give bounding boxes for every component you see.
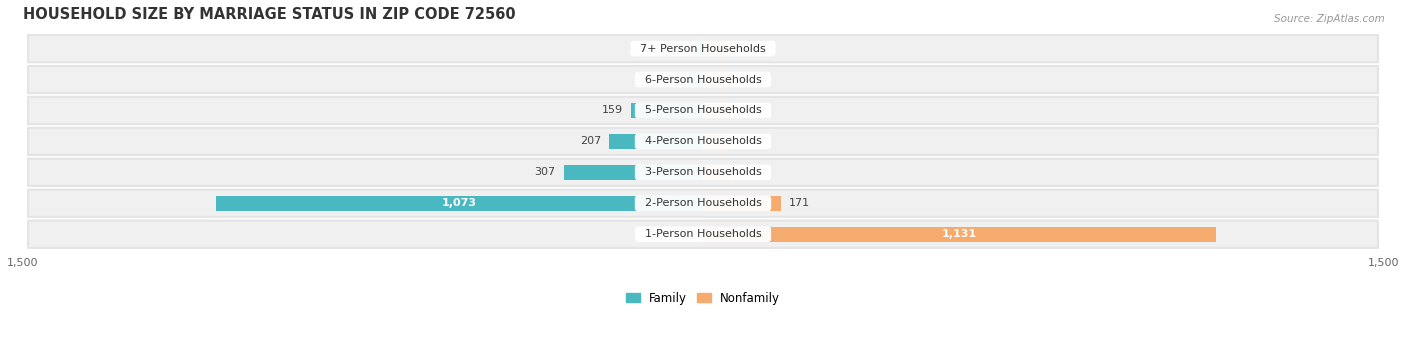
Bar <box>693 41 703 56</box>
Legend: Family, Nonfamily: Family, Nonfamily <box>621 287 785 309</box>
Text: 1,073: 1,073 <box>441 198 477 208</box>
Bar <box>27 160 1379 185</box>
Bar <box>564 165 703 180</box>
Text: 307: 307 <box>534 167 555 177</box>
Text: 5-Person Households: 5-Person Households <box>638 105 768 116</box>
Text: 30: 30 <box>668 75 682 85</box>
Text: 0: 0 <box>738 44 745 54</box>
Bar <box>703 41 730 56</box>
FancyBboxPatch shape <box>28 35 1378 62</box>
Bar <box>27 36 1379 61</box>
Bar <box>703 227 1216 242</box>
Bar <box>703 134 730 149</box>
Text: 7+ Person Households: 7+ Person Households <box>633 44 773 54</box>
Text: 171: 171 <box>789 198 810 208</box>
FancyBboxPatch shape <box>28 159 1378 186</box>
FancyBboxPatch shape <box>28 66 1378 93</box>
Bar <box>703 165 730 180</box>
FancyBboxPatch shape <box>28 128 1378 155</box>
Bar <box>27 222 1379 247</box>
Bar <box>703 196 780 211</box>
FancyBboxPatch shape <box>28 97 1378 124</box>
FancyBboxPatch shape <box>28 221 1378 248</box>
Text: Source: ZipAtlas.com: Source: ZipAtlas.com <box>1274 14 1385 24</box>
Text: 0: 0 <box>738 136 745 146</box>
Text: 2-Person Households: 2-Person Households <box>637 198 769 208</box>
Bar <box>27 129 1379 154</box>
Bar <box>27 98 1379 123</box>
Text: 0: 0 <box>738 105 745 116</box>
Bar <box>703 72 730 87</box>
Text: 207: 207 <box>579 136 600 146</box>
Text: 1,131: 1,131 <box>942 229 977 239</box>
Text: HOUSEHOLD SIZE BY MARRIAGE STATUS IN ZIP CODE 72560: HOUSEHOLD SIZE BY MARRIAGE STATUS IN ZIP… <box>22 7 516 22</box>
Bar <box>689 72 703 87</box>
Text: 3-Person Households: 3-Person Households <box>638 167 768 177</box>
Text: 0: 0 <box>738 167 745 177</box>
Bar <box>609 134 703 149</box>
Text: 23: 23 <box>671 44 685 54</box>
Text: 1-Person Households: 1-Person Households <box>638 229 768 239</box>
Bar <box>217 196 703 211</box>
Text: 4-Person Households: 4-Person Households <box>637 136 769 146</box>
Text: 6-Person Households: 6-Person Households <box>638 75 768 85</box>
Bar <box>27 67 1379 92</box>
FancyBboxPatch shape <box>28 190 1378 217</box>
Bar <box>703 103 730 118</box>
Text: 0: 0 <box>738 75 745 85</box>
Bar <box>631 103 703 118</box>
Bar <box>27 191 1379 216</box>
Text: 159: 159 <box>602 105 623 116</box>
